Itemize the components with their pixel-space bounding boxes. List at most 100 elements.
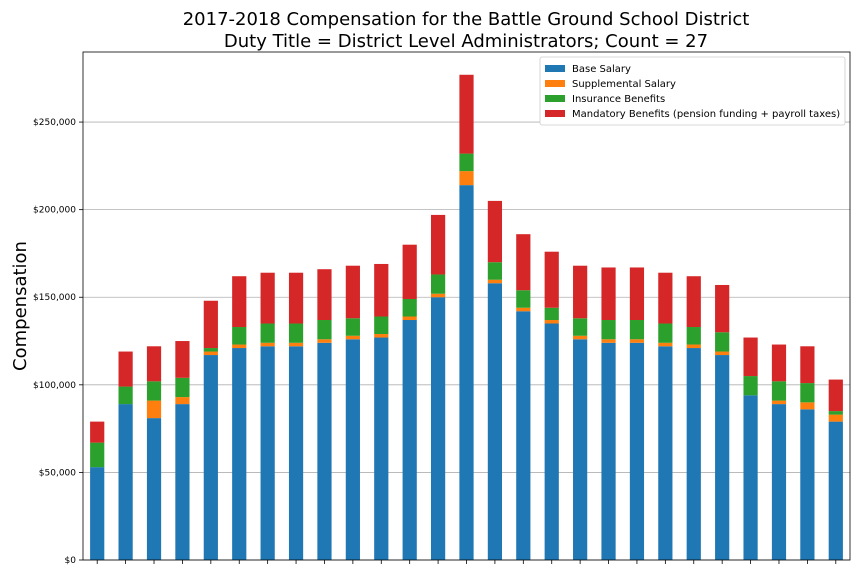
axes: $0 $50,000 $100,000 $150,000 $200,000 $250,00… [33,51,851,566]
bar-segment-mandatory-benefits [374,263,389,317]
bar-segment-mandatory-benefits [203,300,218,349]
bar-segment-base-salary [203,355,218,560]
legend-swatch [545,65,565,72]
bar-segment-base-salary [828,421,843,560]
bar-segment-base-salary [175,404,190,560]
bar-segment-supplemental-salary [544,320,559,324]
y-tick-label: $200,000 [33,206,76,216]
bar-segment-supplemental-salary [203,351,218,356]
bar-segment-base-salary [146,418,162,560]
bar-segment-insurance-benefits [175,377,190,398]
bar-segment-mandatory-benefits [288,272,304,324]
bar-segment-base-salary [232,348,247,560]
bar-segment-mandatory-benefits [658,272,673,324]
bar-segment-supplemental-salary [800,402,815,410]
bar-segment-supplemental-salary [232,344,247,349]
bar-segment-base-salary [601,342,616,560]
legend-swatch [545,80,565,87]
bar-segment-insurance-benefits [487,262,503,280]
bar-segment-supplemental-salary [288,342,304,347]
bar-segment-base-salary [629,342,645,560]
legend-swatch [545,95,565,102]
bar-segment-base-salary [260,346,275,560]
bar-segment-mandatory-benefits [516,234,531,291]
bar-segment-insurance-benefits [800,383,815,403]
bar-segment-insurance-benefits [288,323,304,343]
bar-segment-mandatory-benefits [175,341,190,378]
bar-segment-base-salary [118,404,133,560]
legend-swatch [545,110,565,117]
legend: Base Salary Supplemental Salary Insurance … [539,56,846,126]
bar-segment-mandatory-benefits [487,200,503,263]
bar-segment-base-salary [544,323,559,560]
bar-segment-base-salary [90,467,105,560]
bar-segment-base-salary [743,395,758,560]
bars [90,74,843,560]
bar-segment-base-salary [516,311,531,560]
bar-segment-supplemental-salary [345,335,360,340]
plot-frame [82,51,851,561]
bar-segment-insurance-benefits [828,411,843,415]
bar-segment-mandatory-benefits [232,276,247,328]
y-axis-label: Compensation [10,241,31,371]
legend-label: Insurance Benefits [572,94,665,105]
bar-segment-supplemental-salary [573,335,588,340]
bar-segment-base-salary [487,283,503,560]
bar-segment-supplemental-salary [629,339,645,343]
bar-segment-mandatory-benefits [771,344,787,382]
bar-segment-insurance-benefits [601,320,616,340]
bar-segment-supplemental-salary [317,339,332,343]
bar-segment-insurance-benefits [260,323,275,343]
bar-segment-supplemental-salary [516,307,531,312]
bar-segment-insurance-benefits [90,442,105,468]
bar-segment-supplemental-salary [715,351,730,356]
bar-segment-mandatory-benefits [686,276,701,328]
bar-segment-supplemental-salary [175,397,190,405]
bar-segment-base-salary [430,297,446,560]
legend-label: Supplemental Salary [572,79,676,90]
bar-segment-supplemental-salary [260,342,275,347]
bar-segment-base-salary [715,355,730,560]
bar-segment-base-salary [771,404,787,560]
bar-segment-mandatory-benefits [118,351,133,387]
bar-segment-mandatory-benefits [715,284,730,333]
bar-segment-supplemental-salary [828,414,843,422]
bar-segment-mandatory-benefits [402,244,417,299]
y-tick-label: $150,000 [33,293,76,303]
bar-segment-supplemental-salary [658,342,673,347]
bar-segment-insurance-benefits [715,332,730,352]
chart-title: 2017-2018 Compensation for the Battle Gr… [183,9,750,30]
bar-segment-mandatory-benefits [430,214,446,275]
bar-segment-base-salary [573,339,588,560]
bar-segment-insurance-benefits [516,290,531,308]
bar-segment-mandatory-benefits [629,267,645,321]
bar-segment-insurance-benefits [686,327,701,345]
y-tick-label: $0 [65,556,77,566]
bar-segment-insurance-benefits [544,307,559,321]
bar-segment-base-salary [658,346,673,560]
bar-segment-insurance-benefits [629,320,645,340]
bar-segment-mandatory-benefits [260,272,275,324]
bar-segment-insurance-benefits [402,298,417,317]
bar-segment-base-salary [345,339,360,560]
bar-segment-supplemental-salary [686,344,701,349]
bar-segment-insurance-benefits [430,274,446,294]
bar-segment-supplemental-salary [601,339,616,343]
y-tick-label: $50,000 [39,468,76,478]
bar-segment-insurance-benefits [459,153,474,172]
bar-segment-mandatory-benefits [601,267,616,321]
bar-segment-insurance-benefits [345,318,360,336]
bar-segment-base-salary [374,337,389,560]
bar-segment-mandatory-benefits [573,265,588,319]
chart-subtitle: Duty Title = District Level Administrato… [224,31,708,52]
bar-segment-insurance-benefits [658,323,673,343]
bar-segment-supplemental-salary [487,279,503,284]
bar-segment-insurance-benefits [203,348,218,352]
bar-segment-supplemental-salary [459,171,474,186]
bar-segment-mandatory-benefits [317,269,332,321]
bar-segment-supplemental-salary [402,316,417,321]
legend-box [539,56,846,126]
bar-segment-base-salary [686,348,701,560]
bar-segment-mandatory-benefits [544,251,559,308]
